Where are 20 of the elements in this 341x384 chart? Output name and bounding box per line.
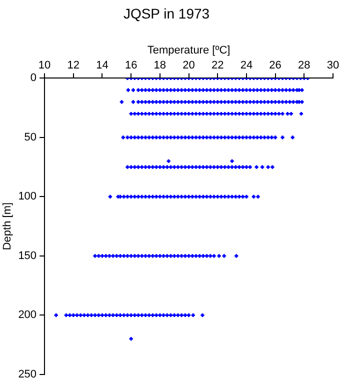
y-tick-label: 200	[18, 309, 37, 322]
y-tick-label: 100	[18, 190, 37, 203]
x-tick-label: 12	[67, 60, 80, 72]
y-axis-title: Depth [m]	[2, 202, 14, 250]
x-tick-label: 14	[96, 60, 108, 72]
x-tick-label: 10	[38, 60, 51, 72]
x-tick-label: 26	[269, 60, 282, 72]
y-tick-label: 50	[24, 131, 37, 144]
x-tick-label: 28	[298, 60, 310, 72]
x-axis-title: Temperature [ºC]	[147, 44, 230, 56]
x-tick-label: 20	[182, 60, 195, 72]
x-tick-label: 30	[326, 60, 340, 72]
y-tick-label: 0	[30, 72, 37, 84]
x-tick-label: 16	[124, 60, 138, 72]
x-tick-label: 22	[211, 60, 224, 72]
y-tick-label: 150	[18, 250, 37, 262]
y-tick-label: 250	[18, 368, 37, 380]
x-tick-label: 18	[154, 60, 166, 72]
chart-title: JQSP in 1973	[123, 5, 210, 22]
x-tick-label: 24	[240, 60, 253, 72]
